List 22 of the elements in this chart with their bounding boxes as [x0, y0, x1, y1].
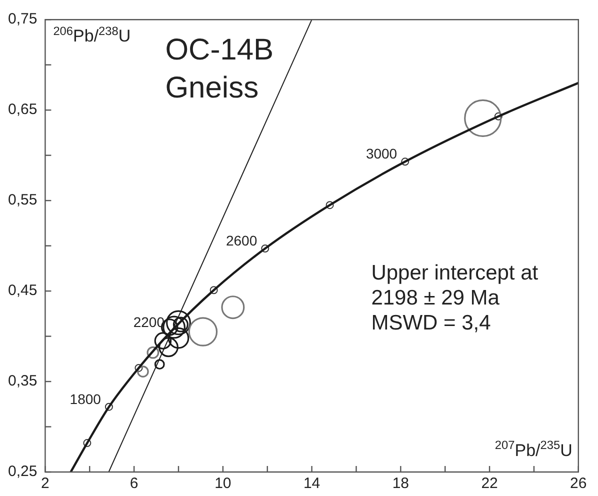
x-tick-label: 2 — [41, 475, 50, 492]
annotation: 2200 — [133, 314, 165, 330]
y-tick-label: 0,75 — [8, 10, 38, 28]
y-tick-label: 0,55 — [8, 192, 38, 209]
annotation: MSWD = 3,4 — [371, 312, 492, 335]
x-tick-label: 14 — [303, 475, 320, 492]
annotation: Upper intercept at — [371, 262, 538, 285]
x-tick-label: 26 — [570, 475, 587, 492]
x-tick-label: 22 — [481, 475, 498, 492]
text: OC-14B — [165, 34, 274, 67]
y-tick-label: 0,45 — [8, 282, 38, 300]
y-tick-label: 0,25 — [8, 463, 38, 480]
x-tick-label: 10 — [214, 475, 232, 492]
annotation: 1800 — [70, 390, 102, 407]
text: Gneiss — [165, 72, 259, 105]
annotation: 2198 ± 29 Ma — [371, 286, 500, 310]
x-tick-label: 18 — [392, 475, 410, 492]
annotation: 3000 — [366, 146, 398, 162]
annotation: 2600 — [226, 232, 258, 249]
y-tick-label: 0,65 — [8, 101, 38, 118]
y-tick-label: 0,35 — [8, 372, 38, 390]
x-tick-label: 6 — [130, 475, 138, 492]
